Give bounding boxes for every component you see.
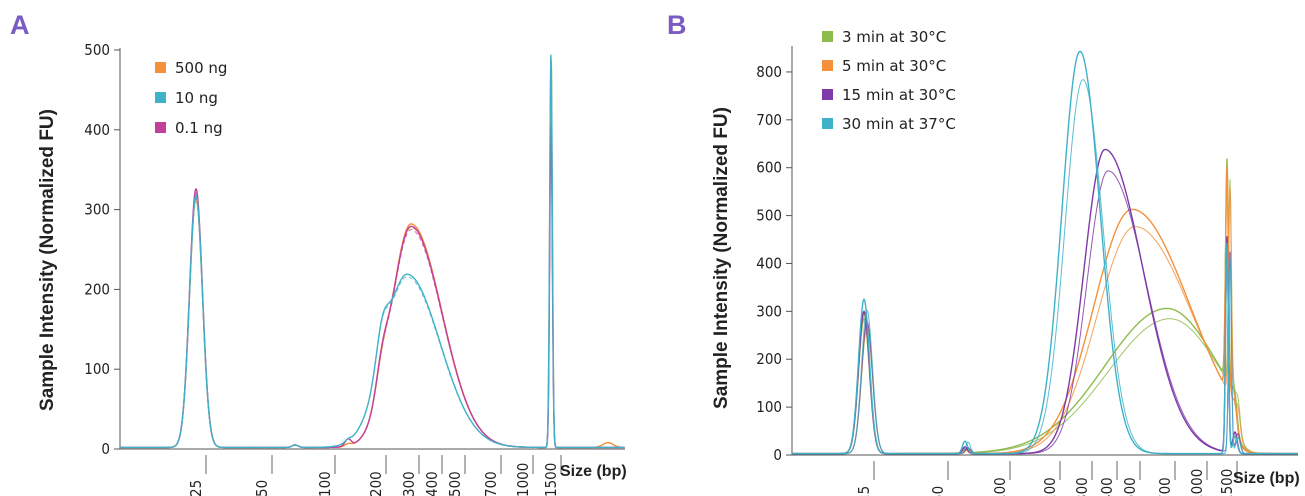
legend-swatch — [822, 89, 833, 100]
x-tick-label: 500 — [1121, 477, 1139, 496]
axes-a: 0 100 200 300 400 500 25 50 100 200 300 400 500 700 10… — [84, 41, 625, 496]
y-tick-label: 800 — [756, 63, 782, 81]
legend-swatch — [822, 60, 833, 71]
x-tick-label: 200 — [1041, 477, 1059, 496]
series-line — [792, 50, 1298, 455]
series-line-replicate — [120, 60, 625, 448]
panel-a: A Sample Intensity (Normalized FU) 0 100 2… — [10, 10, 627, 496]
x-axis-label-b: Size (bp) — [1233, 470, 1300, 487]
x-tick-label: 1500 — [1218, 469, 1236, 496]
x-tick-label: 500 — [446, 471, 464, 496]
legend-entry: 15 min at 30°C — [842, 86, 956, 104]
legend-swatch — [822, 118, 833, 129]
x-tick-label: 700 — [1156, 477, 1174, 496]
y-tick-label: 600 — [756, 159, 782, 177]
x-tick-label: 1000 — [514, 463, 532, 496]
x-tick-label: 200 — [367, 471, 385, 496]
legend-swatch — [822, 31, 833, 42]
y-tick-label: 0 — [101, 440, 110, 458]
y-tick-label: 300 — [84, 201, 110, 219]
legend-entry: 30 min at 37°C — [842, 115, 956, 133]
curves-a — [120, 54, 625, 449]
legend-entry: 5 min at 30°C — [842, 57, 946, 75]
x-tick-label: 100 — [991, 477, 1009, 496]
x-tick-label: 50 — [929, 486, 947, 496]
x-tick-label: 1500 — [542, 463, 560, 496]
x-tick-label: 100 — [316, 471, 334, 496]
legend-entry: 500 ng — [175, 59, 227, 77]
y-tick-label: 100 — [756, 398, 782, 416]
y-tick-label: 200 — [84, 280, 110, 298]
x-tick-label: 400 — [423, 471, 441, 496]
legend-entry: 0.1 ng — [175, 119, 223, 137]
x-axis-label-a: Size (bp) — [560, 463, 627, 480]
y-tick-label: 400 — [84, 121, 110, 139]
panel-b: B Sample Intensity (Normalized FU) 0 100 2… — [667, 10, 1300, 496]
y-tick-label: 0 — [773, 446, 782, 464]
x-tick-label: 25 — [855, 486, 873, 496]
y-axis-label-b: Sample Intensity (Normalized FU) — [711, 107, 732, 409]
legend-b: 3 min at 30°C 5 min at 30°C 15 min at 30°C… — [822, 28, 956, 133]
series-line — [792, 166, 1298, 455]
series-line — [792, 158, 1298, 455]
y-tick-label: 300 — [756, 302, 782, 320]
x-tick-label: 300 — [1073, 477, 1091, 496]
y-tick-label: 100 — [84, 360, 110, 378]
x-tick-label: 25 — [187, 480, 205, 496]
legend-entry: 10 ng — [175, 89, 218, 107]
series-line — [792, 148, 1298, 455]
legend-a: 500 ng 10 ng 0.1 ng — [155, 59, 227, 137]
panel-letter-a: A — [10, 10, 30, 40]
x-tick-label: 700 — [482, 471, 500, 496]
panel-letter-b: B — [667, 10, 687, 40]
x-tick-label: 50 — [253, 480, 271, 496]
legend-entry: 3 min at 30°C — [842, 28, 946, 46]
y-axis-label-a: Sample Intensity (Normalized FU) — [37, 109, 58, 411]
y-tick-label: 700 — [756, 111, 782, 129]
y-tick-label: 200 — [756, 350, 782, 368]
series-line-replicate — [792, 79, 1298, 455]
axes-b: 0 100 200 300 400 500 600 700 800 25 50 100 200 300 40… — [756, 46, 1298, 496]
x-tick-label: 400 — [1098, 477, 1116, 496]
x-tick-label: 1000 — [1188, 469, 1206, 496]
x-tick-label: 300 — [400, 471, 418, 496]
y-tick-label: 400 — [756, 254, 782, 272]
legend-swatch — [155, 92, 166, 103]
y-tick-label: 500 — [756, 207, 782, 225]
legend-swatch — [155, 62, 166, 73]
curves-b — [792, 50, 1298, 455]
y-tick-label: 500 — [84, 41, 110, 59]
legend-swatch — [155, 122, 166, 133]
